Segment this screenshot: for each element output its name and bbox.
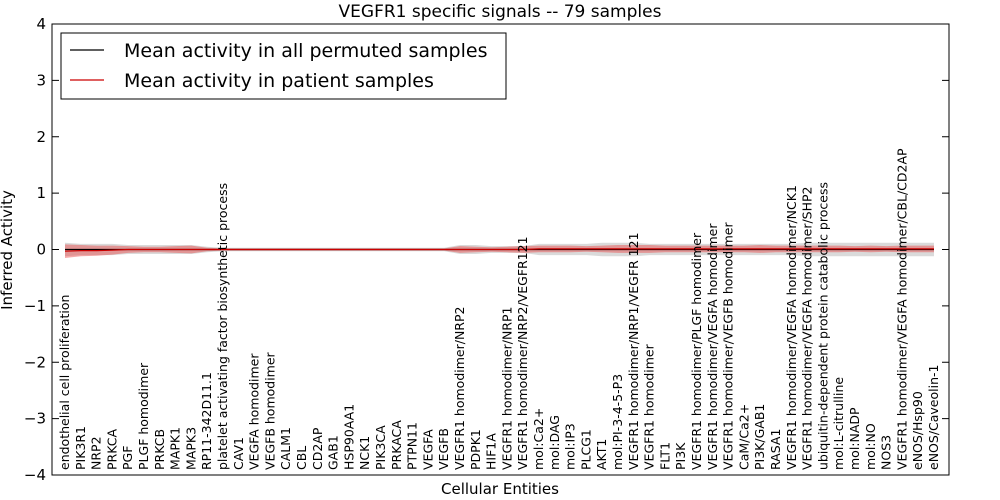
category-label: VEGFR1 homodimer/NRP2/VEGFR121	[515, 236, 530, 470]
category-label: CD2AP	[310, 427, 325, 470]
category-label: CALM1	[278, 427, 293, 470]
legend: Mean activity in all permuted samples Me…	[60, 32, 507, 100]
y-axis: −4 −3 −2 −1 0 1 2 3 4	[24, 15, 949, 484]
category-label: CaM/Ca2+	[736, 404, 751, 470]
category-label: PLCG1	[578, 429, 593, 470]
category-label: VEGFR1 homodimer/PLGF homodimer	[689, 232, 704, 470]
category-label: PRKCB	[152, 429, 167, 470]
category-label: PI3K/GAB1	[752, 404, 767, 470]
category-label: mol:NADP	[847, 407, 862, 470]
legend-box	[60, 32, 507, 100]
y-tick-label: 2	[36, 128, 46, 146]
category-label: CBL	[294, 446, 309, 470]
category-label: VEGFR1 homodimer/NRP2	[452, 307, 467, 470]
y-tick-label: −4	[24, 466, 46, 484]
y-tick-label: −1	[24, 297, 46, 315]
category-label: CAV1	[231, 437, 246, 470]
category-label: GAB1	[326, 435, 341, 470]
category-label: eNOS/Caveolin-1	[926, 365, 941, 470]
y-tick-label: 3	[36, 71, 46, 89]
y-tick-label: 1	[36, 184, 46, 202]
category-label: MAPK3	[183, 427, 198, 470]
category-label: PDPK1	[468, 429, 483, 470]
y-tick-label: 0	[36, 241, 46, 259]
category-label: RASA1	[768, 429, 783, 470]
category-label: eNOS/Hsp90	[910, 391, 925, 470]
category-label: VEGFB homodimer	[262, 351, 277, 470]
x-axis-label: Cellular Entities	[441, 480, 559, 498]
category-label: VEGFR1 homodimer/VEGFA homodimer	[705, 223, 720, 470]
y-axis-label: Inferred Activity	[0, 190, 16, 310]
category-label: NOS3	[879, 435, 894, 470]
category-label: mol:PI-3-4-5-P3	[610, 374, 625, 470]
category-label: NCK1	[357, 436, 372, 470]
category-label: VEGFR1 homodimer/NRP1	[499, 307, 514, 470]
series-line-patient	[64, 248, 934, 252]
category-label: VEGFR1 homodimer	[642, 343, 657, 470]
category-label: PIK3R1	[73, 426, 88, 470]
category-label: PRKCA	[104, 429, 119, 470]
category-label: VEGFR1 homodimer/VEGFB homodimer	[721, 222, 736, 470]
category-label: ubiquitin-dependent protein catabolic pr…	[815, 182, 830, 470]
category-label: RP11-342D11.1	[199, 372, 214, 470]
category-label: NRP2	[89, 436, 104, 470]
category-label: MAPK1	[168, 427, 183, 470]
category-label: PLGF homodimer	[136, 362, 151, 470]
category-label: FLT1	[657, 442, 672, 470]
category-label: VEGFR1 homodimer/VEGFA homodimer/SHP2	[800, 186, 815, 470]
category-label: VEGFA homodimer	[247, 353, 262, 470]
category-label: VEGFA	[420, 429, 435, 470]
category-label: mol:L-citrulline	[831, 377, 846, 470]
band-patient	[65, 244, 934, 258]
legend-label-permuted: Mean activity in all permuted samples	[124, 40, 487, 62]
category-label: HIF1A	[484, 433, 499, 470]
category-label: PI3K	[673, 442, 688, 470]
series-lines	[64, 248, 934, 252]
category-label: mol:DAG	[547, 415, 562, 470]
category-label: mol:Ca2+	[531, 408, 546, 470]
category-labels: endothelial cell proliferation PIK3R1 NRP2…	[57, 148, 941, 470]
category-label: VEGFR1 homodimer/VEGFA homodimer/NCK1	[784, 185, 799, 470]
category-label: HSP90AA1	[341, 404, 356, 470]
category-label: VEGFB	[436, 428, 451, 470]
category-label: VEGFR1 homodimer/NRP1/VEGFR 121	[626, 232, 641, 470]
category-label: PIK3CA	[373, 425, 388, 470]
category-label: VEGFR1 homodimer/VEGFA homodimer/CBL/CD2…	[894, 148, 909, 470]
category-label: PTPN11	[405, 422, 420, 470]
category-label: PGF	[120, 446, 135, 470]
category-label: AKT1	[594, 439, 609, 470]
y-tick-label: 4	[36, 15, 46, 33]
category-label: platelet activating factor biosynthetic …	[215, 183, 230, 470]
y-tick-label: −3	[24, 410, 46, 428]
category-label: endothelial cell proliferation	[57, 295, 72, 470]
y-tick-label: −2	[24, 353, 46, 371]
chart-title: VEGFR1 specific signals -- 79 samples	[339, 2, 662, 22]
category-label: PRKACA	[389, 420, 404, 470]
category-label: mol:NO	[863, 423, 878, 470]
legend-label-patient: Mean activity in patient samples	[124, 70, 434, 92]
category-label: mol:IP3	[563, 423, 578, 470]
